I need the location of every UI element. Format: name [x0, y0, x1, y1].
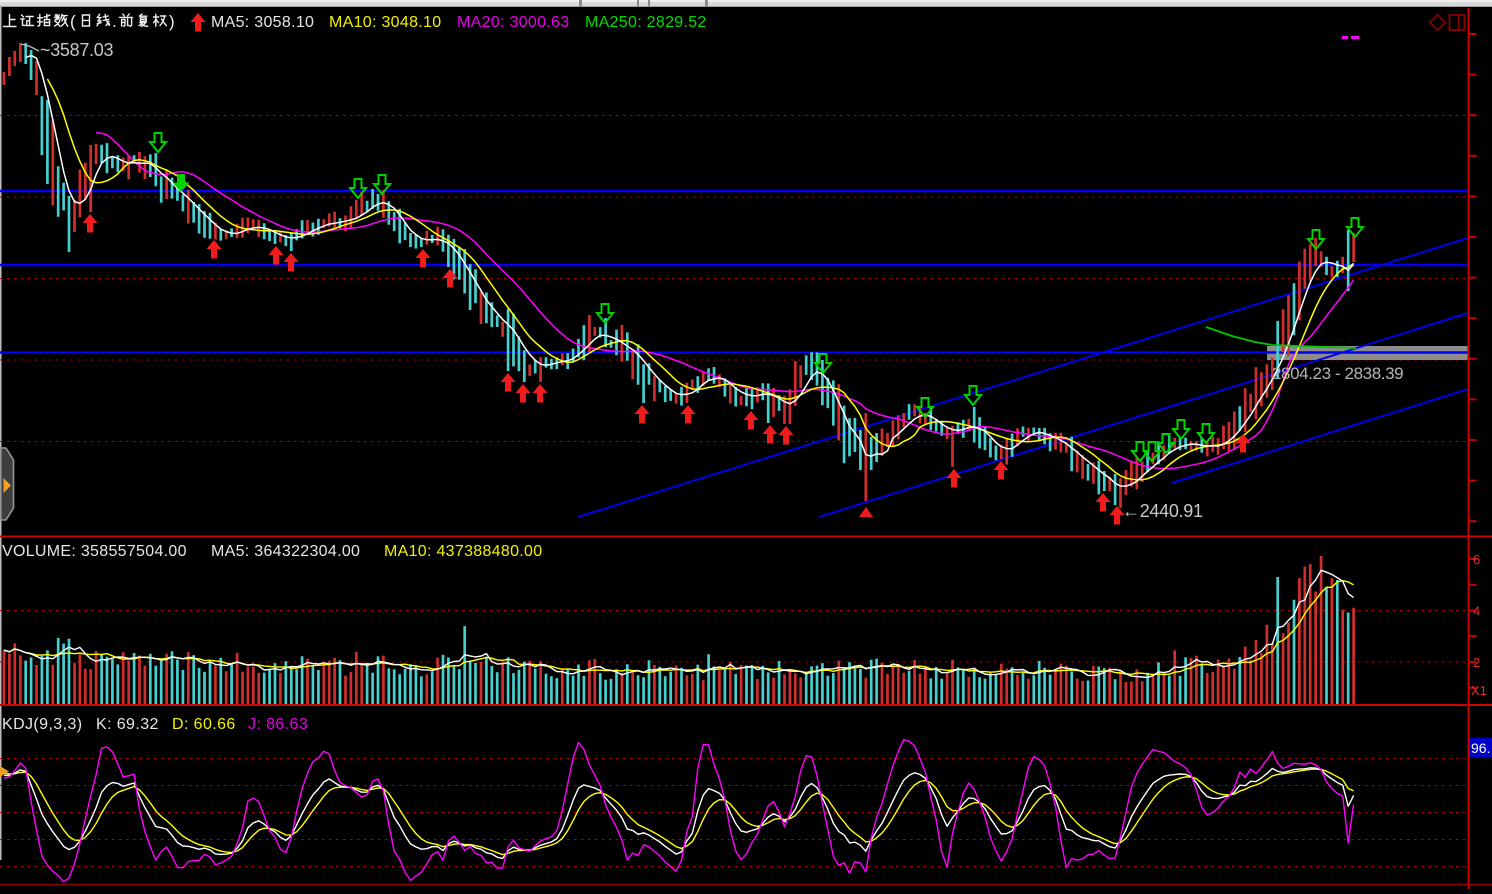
svg-text:~3587.03: ~3587.03 — [40, 40, 113, 60]
svg-text:2: 2 — [1473, 655, 1480, 670]
svg-text:VOLUME: 358557504.00: VOLUME: 358557504.00 — [2, 543, 187, 560]
svg-text:←2440.91: ←2440.91 — [1122, 501, 1203, 521]
svg-text:): ) — [169, 12, 175, 31]
svg-text:MA250: 2829.52: MA250: 2829.52 — [585, 14, 707, 31]
svg-text:X1: X1 — [1471, 683, 1487, 698]
svg-text:(: ( — [70, 12, 76, 31]
svg-text:6: 6 — [1473, 552, 1480, 567]
svg-text:96.: 96. — [1471, 740, 1490, 756]
svg-text:4: 4 — [1473, 604, 1480, 619]
svg-text:D: 60.66: D: 60.66 — [172, 716, 236, 733]
svg-text:MA5: 3058.10: MA5: 3058.10 — [211, 14, 314, 31]
svg-text:MA10: 3048.10: MA10: 3048.10 — [329, 14, 441, 31]
svg-text:MA5: 364322304.00: MA5: 364322304.00 — [211, 543, 360, 560]
svg-text:.: . — [112, 12, 117, 31]
svg-text:2804.23 - 2838.39: 2804.23 - 2838.39 — [1272, 364, 1403, 383]
svg-text:MA10: 437388480.00: MA10: 437388480.00 — [384, 543, 542, 560]
svg-text:KDJ(9,3,3): KDJ(9,3,3) — [2, 716, 82, 733]
svg-text:K: 69.32: K: 69.32 — [96, 716, 159, 733]
svg-text:J: 86.63: J: 86.63 — [248, 716, 308, 733]
svg-text:MA20: 3000.63: MA20: 3000.63 — [457, 14, 569, 31]
